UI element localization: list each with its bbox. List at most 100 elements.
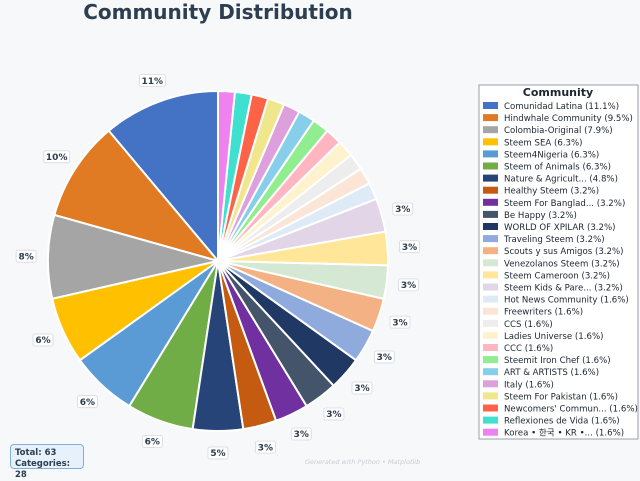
legend-label: Freewriters (1.6%) bbox=[504, 308, 583, 318]
legend-swatch bbox=[483, 307, 498, 315]
percent-label-3: 8% bbox=[15, 249, 37, 263]
percent-label-14: 3% bbox=[398, 278, 419, 292]
legend-swatch bbox=[483, 247, 498, 255]
legend-swatch bbox=[483, 331, 498, 339]
pie-slices bbox=[47, 89, 389, 432]
legend-item-27: Reflexiones de Vida (1.6%) bbox=[483, 416, 620, 427]
legend-label: Traveling Steem (3.2%) bbox=[503, 235, 605, 245]
legend-label: Scouts y sus Amigos (3.2%) bbox=[504, 247, 624, 257]
legend: Community Comunidad Latina (11.1%) Hindwh… bbox=[478, 84, 639, 440]
percent-label-1: 11% bbox=[138, 74, 166, 87]
legend-item-12: Traveling Steem (3.2%) bbox=[483, 235, 605, 245]
legend-swatch bbox=[483, 223, 498, 230]
svg-text:3%: 3% bbox=[377, 353, 392, 363]
percent-label-12: 3% bbox=[373, 350, 395, 364]
legend-item-16: Steem Kids & Pare... (3.2%) bbox=[483, 283, 623, 294]
legend-label: CCS (1.6%) bbox=[504, 320, 553, 330]
legend-label: Newcomers' Commun... (1.6%) bbox=[504, 405, 638, 415]
total-count: Total: 63 bbox=[15, 448, 57, 458]
summary-box: Total: 63 Categories: 28 bbox=[10, 444, 84, 480]
legend-item-4: Steem SEA (6.3%) bbox=[483, 138, 583, 148]
legend-label: Comunidad Latina (11.1%) bbox=[504, 102, 619, 112]
legend-label: Steem of Animals (6.3%) bbox=[504, 163, 611, 173]
svg-text:3%: 3% bbox=[402, 243, 417, 253]
legend-label: Korea • 한국 • KR •... (1.6%) bbox=[504, 428, 624, 439]
svg-text:3%: 3% bbox=[326, 410, 341, 420]
chart-title: Community Distribution bbox=[83, 0, 353, 24]
percent-label-2: 10% bbox=[43, 150, 71, 164]
percent-labels: 11% 10% 8% 6% 6% 6% 5% 3% 3% 3% 3% 3% 3% 3% 3% 3% bbox=[15, 74, 420, 460]
svg-text:3%: 3% bbox=[258, 443, 273, 453]
legend-label: Hot News Community (1.6%) bbox=[504, 296, 629, 306]
percent-label-4: 6% bbox=[32, 333, 54, 347]
percent-label-10: 3% bbox=[323, 407, 345, 421]
percent-label-6: 6% bbox=[141, 434, 163, 448]
legend-swatch bbox=[483, 198, 498, 206]
svg-text:3%: 3% bbox=[354, 384, 369, 394]
legend-item-14: Venezolanos Steem (3.2%) bbox=[483, 259, 620, 269]
legend-swatch bbox=[483, 174, 498, 182]
legend-item-21: CCC (1.6%) bbox=[483, 344, 553, 354]
svg-text:11%: 11% bbox=[142, 77, 164, 87]
legend-item-8: Healthy Steem (3.2%) bbox=[483, 186, 599, 197]
legend-item-1: Comunidad Latina (11.1%) bbox=[483, 102, 619, 112]
legend-item-7: Nature & Agricult... (4.8%) bbox=[483, 174, 618, 185]
legend-label: Steem Kids & Pare... (3.2%) bbox=[504, 284, 623, 294]
legend-label: Steemit Iron Chef (1.6%) bbox=[504, 356, 611, 366]
legend-item-22: Steemit Iron Chef (1.6%) bbox=[483, 356, 611, 366]
pie-slice-1 bbox=[107, 89, 219, 264]
legend-swatch bbox=[483, 186, 498, 194]
legend-label: WORLD OF XPILAR (3.2%) bbox=[504, 223, 616, 233]
svg-text:6%: 6% bbox=[145, 438, 160, 448]
legend-swatch bbox=[483, 428, 498, 436]
percent-label-9: 3% bbox=[290, 427, 312, 441]
legend-label: Healthy Steem (3.2%) bbox=[504, 187, 599, 197]
percent-label-11: 3% bbox=[351, 381, 373, 395]
legend-label: Italy (1.6%) bbox=[504, 380, 554, 390]
legend-item-17: Hot News Community (1.6%) bbox=[483, 295, 629, 306]
legend-label: Venezolanos Steem (3.2%) bbox=[504, 259, 620, 269]
legend-item-5: Steem4Nigeria (6.3%) bbox=[483, 150, 599, 160]
legend-item-9: Steem For Banglad... (3.2%) bbox=[483, 198, 625, 209]
legend-label: Colombia-Original (7.9%) bbox=[504, 126, 613, 136]
legend-swatch bbox=[483, 380, 498, 388]
percent-label-15: 3% bbox=[399, 240, 420, 254]
legend-frame bbox=[478, 84, 639, 440]
percent-label-5: 6% bbox=[77, 395, 98, 409]
legend-label: Steem For Banglad... (3.2%) bbox=[504, 199, 625, 209]
percent-label-13: 3% bbox=[389, 315, 411, 329]
legend-label: Steem4Nigeria (6.3%) bbox=[504, 150, 599, 160]
legend-items: Comunidad Latina (11.1%) Hindwhale Commun… bbox=[483, 102, 638, 439]
legend-item-10: Be Happy (3.2%) bbox=[483, 210, 577, 221]
legend-title: Community bbox=[523, 86, 593, 99]
legend-swatch bbox=[483, 162, 498, 170]
svg-text:3%: 3% bbox=[395, 205, 410, 215]
legend-swatch bbox=[483, 283, 498, 291]
legend-swatch bbox=[483, 210, 498, 218]
legend-item-11: WORLD OF XPILAR (3.2%) bbox=[483, 223, 616, 233]
legend-label: ART & ARTISTS (1.6%) bbox=[504, 368, 599, 378]
legend-swatch bbox=[483, 235, 498, 243]
legend-swatch bbox=[483, 126, 498, 134]
legend-swatch bbox=[483, 368, 498, 376]
legend-swatch bbox=[483, 114, 498, 122]
svg-text:5%: 5% bbox=[210, 449, 225, 459]
legend-item-3: Colombia-Original (7.9%) bbox=[483, 126, 613, 136]
legend-item-20: Ladies Universe (1.6%) bbox=[483, 331, 603, 342]
legend-swatch bbox=[483, 392, 498, 400]
pie-slice-2 bbox=[53, 129, 221, 263]
pie-slice-28 bbox=[217, 89, 237, 262]
watermark: Generated with Python • Matplotlib bbox=[305, 458, 421, 466]
legend-item-26: Newcomers' Commun... (1.6%) bbox=[483, 404, 638, 415]
percent-label-16: 3% bbox=[392, 202, 414, 216]
legend-swatch bbox=[483, 416, 498, 424]
svg-text:8%: 8% bbox=[18, 252, 33, 262]
legend-swatch bbox=[483, 150, 498, 158]
legend-label: CCC (1.6%) bbox=[504, 344, 553, 354]
legend-item-24: Italy (1.6%) bbox=[483, 380, 554, 390]
legend-swatch bbox=[483, 259, 498, 267]
legend-swatch bbox=[483, 295, 498, 303]
legend-label: Steem SEA (6.3%) bbox=[504, 138, 583, 148]
legend-swatch bbox=[483, 102, 498, 109]
legend-item-15: Steem Cameroon (3.2%) bbox=[483, 271, 610, 281]
